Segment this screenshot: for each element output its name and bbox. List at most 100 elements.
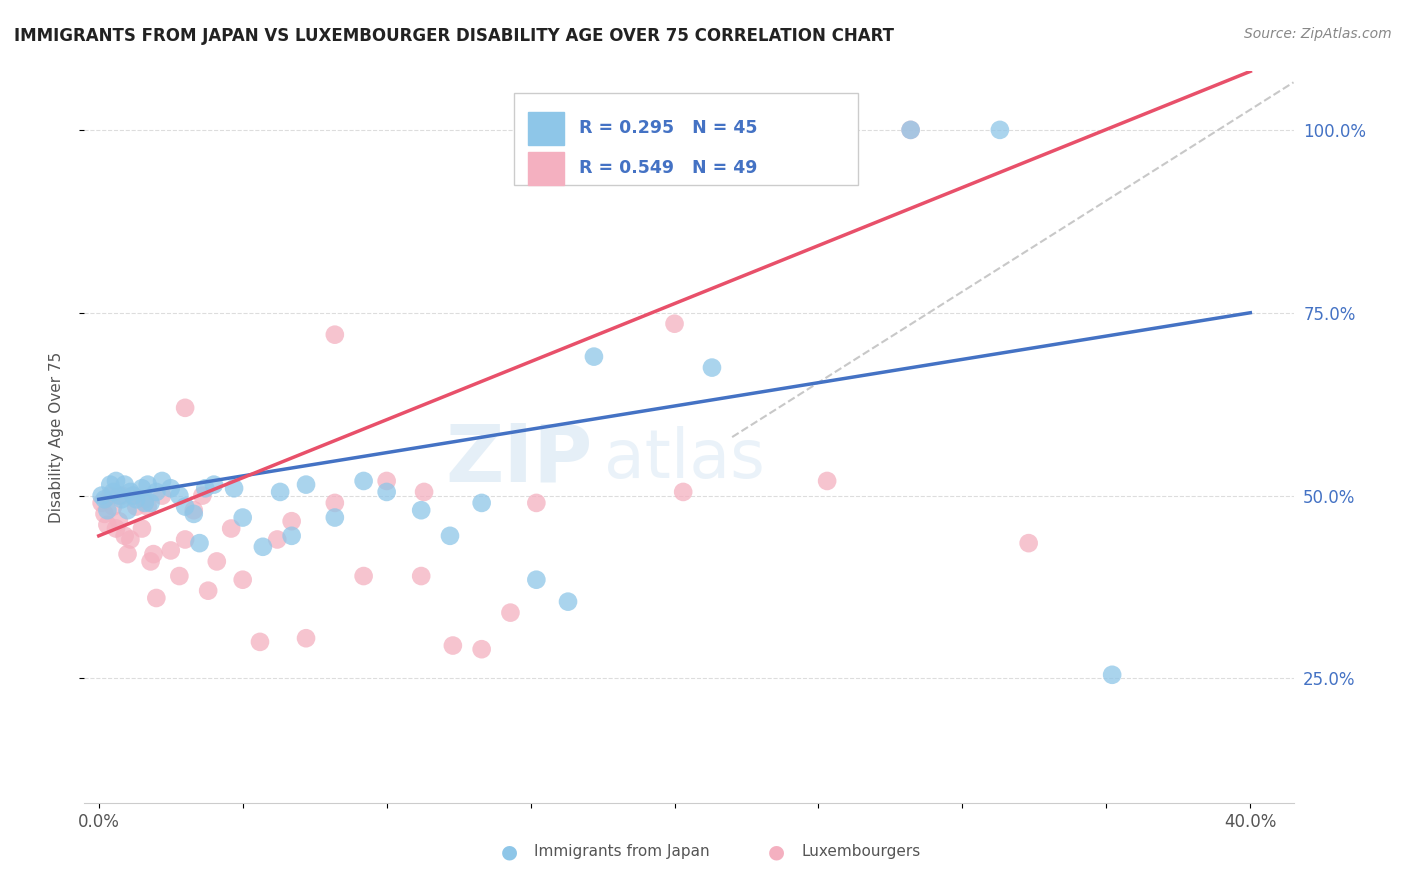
Point xyxy=(145,485,167,500)
Point xyxy=(114,477,136,491)
Point xyxy=(900,123,922,137)
Point xyxy=(174,401,197,415)
Point xyxy=(323,510,346,524)
Point xyxy=(411,503,433,517)
Point xyxy=(280,514,302,528)
Point xyxy=(524,496,547,510)
Point xyxy=(131,481,153,495)
Point xyxy=(183,503,205,517)
Point xyxy=(988,123,1011,137)
Point xyxy=(93,507,115,521)
Point xyxy=(120,533,142,547)
Text: IMMIGRANTS FROM JAPAN VS LUXEMBOURGER DISABILITY AGE OVER 75 CORRELATION CHART: IMMIGRANTS FROM JAPAN VS LUXEMBOURGER DI… xyxy=(14,27,894,45)
Point xyxy=(142,547,165,561)
Point xyxy=(114,529,136,543)
Y-axis label: Disability Age Over 75: Disability Age Over 75 xyxy=(49,351,63,523)
Text: ZIP: ZIP xyxy=(444,420,592,498)
Point xyxy=(252,540,274,554)
Text: Source: ZipAtlas.com: Source: ZipAtlas.com xyxy=(1244,27,1392,41)
Point xyxy=(125,500,148,514)
Point xyxy=(111,492,134,507)
Point xyxy=(269,485,291,500)
Text: atlas: atlas xyxy=(605,426,765,492)
Point xyxy=(139,496,162,510)
Point xyxy=(159,543,181,558)
Text: ●: ● xyxy=(768,842,785,862)
Point xyxy=(815,474,838,488)
Point xyxy=(174,500,197,514)
Point xyxy=(134,492,156,507)
Text: Luxembourgers: Luxembourgers xyxy=(801,845,921,859)
Point xyxy=(1018,536,1040,550)
Point xyxy=(672,485,695,500)
Point xyxy=(471,642,494,657)
Point xyxy=(188,536,211,550)
Point xyxy=(191,489,214,503)
Point xyxy=(101,500,124,514)
FancyBboxPatch shape xyxy=(529,152,564,185)
Point xyxy=(183,507,205,521)
FancyBboxPatch shape xyxy=(529,112,564,145)
Point xyxy=(323,496,346,510)
Point xyxy=(122,489,145,503)
Point xyxy=(219,521,242,535)
Point xyxy=(150,489,173,503)
Point xyxy=(202,477,225,491)
Point xyxy=(117,503,139,517)
Point xyxy=(145,591,167,605)
Point xyxy=(664,317,686,331)
Point xyxy=(150,474,173,488)
Point xyxy=(197,583,219,598)
Point xyxy=(499,606,522,620)
Point xyxy=(232,573,254,587)
Point xyxy=(101,485,124,500)
Point xyxy=(900,123,922,137)
Point xyxy=(582,350,605,364)
Point xyxy=(98,489,121,503)
Point xyxy=(441,639,464,653)
Point xyxy=(90,496,112,510)
Point xyxy=(105,521,128,535)
Point xyxy=(557,594,579,608)
Point xyxy=(323,327,346,342)
Point xyxy=(120,485,142,500)
Point xyxy=(222,481,245,495)
Text: R = 0.295   N = 45: R = 0.295 N = 45 xyxy=(579,119,758,137)
Point xyxy=(105,474,128,488)
Point xyxy=(134,496,156,510)
Point xyxy=(139,554,162,568)
Point xyxy=(117,547,139,561)
Point xyxy=(159,481,181,495)
Point xyxy=(249,635,271,649)
Point xyxy=(266,533,288,547)
Point xyxy=(280,529,302,543)
Point xyxy=(98,477,121,491)
Text: ●: ● xyxy=(501,842,517,862)
Point xyxy=(125,492,148,507)
Point xyxy=(136,477,159,491)
Point xyxy=(439,529,461,543)
Point xyxy=(232,510,254,524)
Point xyxy=(353,569,375,583)
Point xyxy=(295,477,318,491)
Point xyxy=(169,569,191,583)
Point xyxy=(375,474,398,488)
Point xyxy=(108,514,131,528)
Point xyxy=(90,489,112,503)
Point xyxy=(524,573,547,587)
Point xyxy=(131,521,153,535)
FancyBboxPatch shape xyxy=(513,94,858,185)
Point xyxy=(413,485,436,500)
Point xyxy=(96,517,118,532)
Point xyxy=(194,481,217,495)
Point xyxy=(93,492,115,507)
Point xyxy=(700,360,723,375)
Point xyxy=(471,496,494,510)
Point xyxy=(1101,667,1123,681)
Text: Immigrants from Japan: Immigrants from Japan xyxy=(534,845,710,859)
Point xyxy=(205,554,228,568)
Point xyxy=(411,569,433,583)
Text: R = 0.549   N = 49: R = 0.549 N = 49 xyxy=(579,160,758,178)
Point xyxy=(353,474,375,488)
Point xyxy=(295,632,318,646)
